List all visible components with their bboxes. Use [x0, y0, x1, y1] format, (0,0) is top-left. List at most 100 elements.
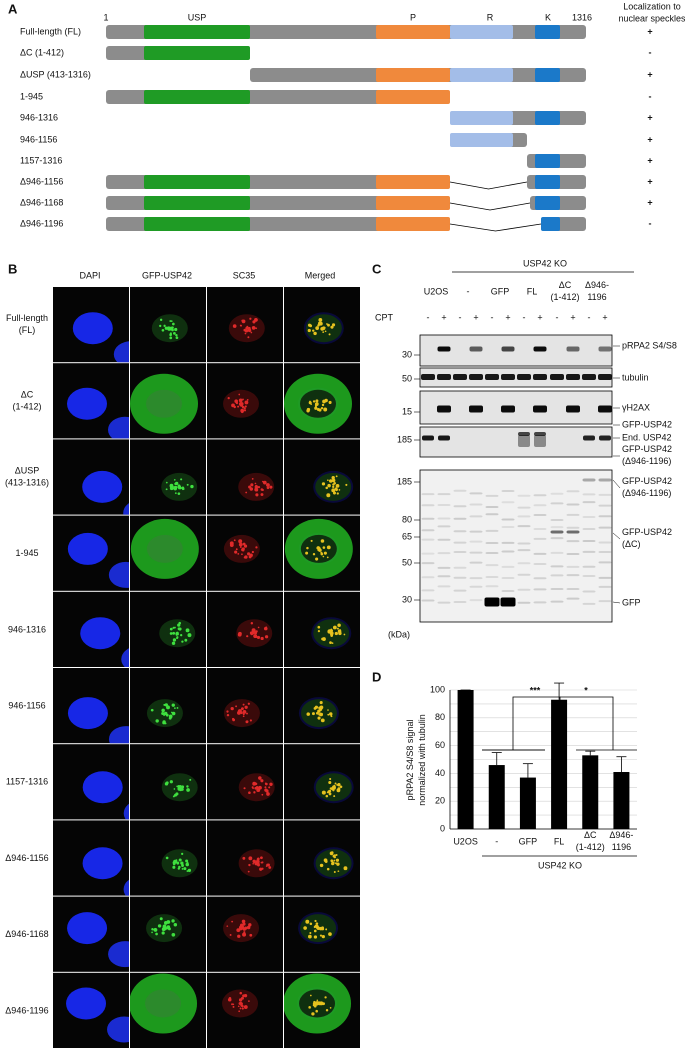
- speckle: [161, 931, 165, 935]
- band: [421, 589, 435, 592]
- speckle: [172, 638, 177, 642]
- speckle: [187, 868, 192, 873]
- speckle: [316, 402, 318, 404]
- speckle: [332, 491, 336, 495]
- cells: [159, 619, 196, 648]
- speckle: [240, 707, 244, 711]
- speckle: [318, 321, 323, 326]
- speckle: [328, 480, 331, 482]
- band: [437, 601, 451, 604]
- speckle: [181, 852, 184, 856]
- localization: +: [647, 197, 652, 207]
- speckle: [180, 634, 183, 637]
- speckle: [244, 926, 248, 930]
- speckle: [242, 932, 247, 937]
- speckle: [151, 928, 154, 931]
- speckle: [313, 935, 318, 939]
- speckle: [233, 539, 236, 542]
- speckle: [246, 635, 249, 638]
- speckle: [247, 870, 250, 873]
- speckle: [322, 555, 325, 558]
- speckle: [180, 478, 183, 481]
- speckle: [313, 925, 317, 929]
- speckle: [169, 627, 173, 631]
- speckle: [333, 870, 336, 873]
- band: [598, 493, 612, 496]
- speckle: [164, 326, 168, 330]
- domain: [144, 196, 250, 210]
- speckle: [321, 790, 326, 795]
- x-tick-label: -: [495, 836, 498, 846]
- group-label: USP42 KO: [538, 860, 582, 870]
- speckle: [256, 635, 261, 639]
- cells: [82, 771, 129, 820]
- speckle: [332, 483, 335, 486]
- speckle: [315, 922, 319, 925]
- cells: [151, 314, 188, 343]
- speckle: [170, 711, 173, 714]
- speckle: [251, 550, 255, 554]
- speckle: [329, 777, 332, 781]
- band: [469, 540, 483, 543]
- speckle: [257, 626, 260, 629]
- band: [550, 537, 564, 540]
- cells: [146, 699, 183, 728]
- mw-marker: 50: [402, 557, 412, 567]
- mw-marker: 30: [402, 594, 412, 604]
- band: [469, 374, 483, 380]
- domain: [376, 217, 450, 231]
- speckle: [226, 710, 229, 713]
- band-label: γH2AX: [622, 402, 650, 412]
- band: [469, 515, 483, 518]
- speckle: [227, 397, 230, 400]
- speckle: [244, 332, 247, 335]
- speckle: [261, 488, 264, 492]
- band: [533, 494, 547, 497]
- speckle: [330, 859, 334, 863]
- speckle: [252, 787, 254, 790]
- speckle: [179, 486, 182, 490]
- speckle: [243, 787, 246, 790]
- speckle: [325, 486, 328, 490]
- treatment-sign: +: [473, 312, 478, 322]
- cells: [223, 534, 260, 563]
- x-tick-label: FL: [554, 836, 565, 846]
- column-header: DAPI: [79, 270, 100, 280]
- cells: [130, 373, 199, 434]
- domain: [450, 111, 513, 125]
- speckle: [329, 1007, 332, 1009]
- speckle: [322, 637, 326, 641]
- speckle: [243, 556, 246, 559]
- construct-name: Δ946-1156: [20, 176, 63, 186]
- speckle: [320, 718, 325, 723]
- speckle: [186, 785, 189, 788]
- band: [469, 530, 483, 533]
- speckle: [236, 928, 241, 933]
- speckle: [322, 399, 326, 404]
- speckle: [310, 539, 313, 542]
- speckle: [315, 1002, 319, 1006]
- speckle: [249, 719, 252, 722]
- speckle: [336, 492, 339, 495]
- speckle: [330, 851, 334, 854]
- speckle: [249, 933, 253, 937]
- speckle: [172, 861, 176, 865]
- speckle: [238, 393, 241, 396]
- error-bar: [491, 752, 502, 766]
- speckle: [249, 317, 252, 320]
- band: [598, 515, 612, 518]
- error-bar: [616, 756, 627, 773]
- band: [598, 585, 612, 588]
- speckle: [329, 641, 332, 645]
- speckle: [313, 1000, 316, 1004]
- treatment-sign: +: [505, 312, 510, 322]
- band: [500, 597, 516, 607]
- speckle: [309, 994, 312, 997]
- band-label: tubulin: [622, 372, 649, 382]
- speckle: [172, 865, 176, 869]
- speckle: [248, 791, 251, 795]
- speckle: [331, 478, 336, 483]
- significance-bracket: [512, 696, 561, 750]
- speckle: [161, 711, 165, 715]
- domain-label: K: [545, 12, 551, 22]
